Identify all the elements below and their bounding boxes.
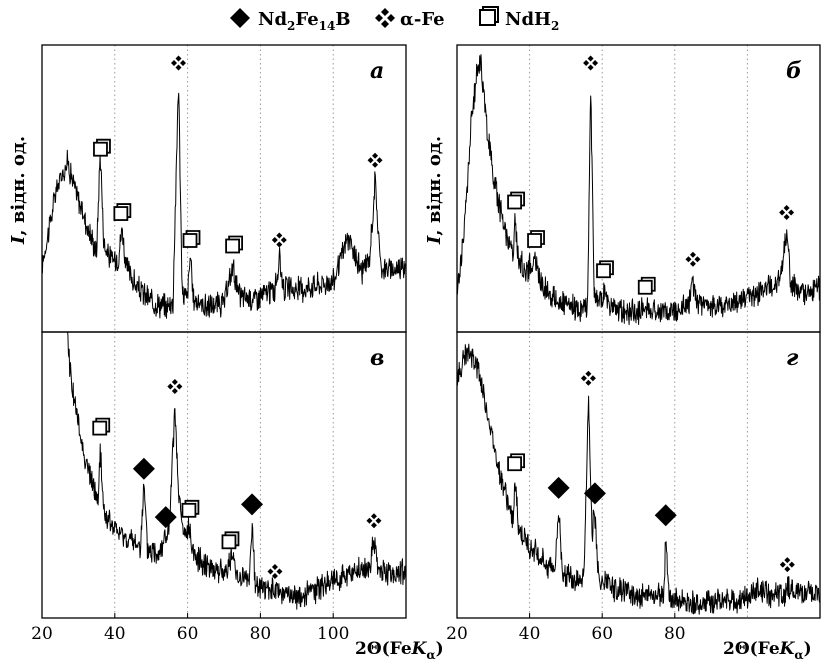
x-tick-label: 80 — [664, 624, 686, 644]
plot-frame — [41, 44, 407, 333]
nd2fe14b-peak-marker-icon — [547, 476, 570, 499]
diffraction-pattern-line — [41, 92, 407, 319]
diamond-marker-icon — [230, 8, 250, 28]
alpha-fe-peak-marker-icon — [167, 379, 183, 394]
alpha-fe-peak-marker-icon — [580, 370, 596, 386]
ndh2-peak-marker-icon — [527, 230, 545, 248]
ndh2-peak-marker-icon — [92, 417, 111, 436]
panel-letter: в — [370, 345, 384, 371]
diffraction-pattern-line — [456, 343, 820, 615]
plot-frame — [41, 331, 407, 619]
x-axis-label-left: 2Θ(FeKα) — [355, 639, 444, 659]
x-tick-label: 80 — [250, 624, 272, 644]
ndh2-peak-marker-icon — [181, 499, 200, 518]
y-axis-label-left: I, відн. од. — [8, 136, 29, 245]
legend-item-ndh2: NdH2 — [479, 6, 559, 33]
y-axis-label-right: I, відн. од. — [424, 136, 445, 245]
ndh2-peak-marker-icon — [182, 230, 201, 248]
alpha-fe-peak-marker-icon — [171, 55, 186, 71]
x-tick-label: 60 — [591, 624, 613, 644]
alpha-fe-peak-marker-icon — [779, 557, 795, 573]
diffraction-pattern-line — [67, 331, 407, 610]
x-tick-label: 40 — [519, 624, 541, 644]
ndh2-peak-marker-icon — [225, 235, 243, 254]
alpha-fe-peak-marker-icon — [779, 205, 795, 220]
diffraction-pattern-line — [456, 54, 821, 326]
nd2fe14b-peak-marker-icon — [132, 457, 155, 480]
x-tick-label: 40 — [104, 624, 126, 644]
ndh2-peak-marker-icon — [93, 138, 111, 157]
alpha-fe-peak-marker-icon — [685, 251, 701, 267]
panel-g: г 20 40 60 80 — [446, 331, 821, 644]
nd2fe14b-peak-marker-icon — [241, 493, 264, 516]
legend-label-nd2fe14b: Nd2Fe14B — [258, 9, 351, 33]
ndh2-peak-marker-icon — [507, 453, 525, 472]
alpha-fe-peak-marker-icon — [367, 152, 383, 168]
panel-letter: а — [370, 58, 384, 84]
alpha-fe-peak-marker-icon — [267, 563, 283, 579]
x-tick-label: 100 — [317, 624, 349, 644]
panel-b: б — [456, 44, 821, 333]
legend-item-nd2fe14b: Nd2Fe14B — [230, 8, 351, 33]
panel-letter: б — [786, 58, 802, 84]
legend-item-alpha-fe: α-Fe — [375, 8, 445, 30]
ndh2-peak-marker-icon — [221, 531, 240, 550]
legend-label-alpha-fe: α-Fe — [400, 9, 445, 30]
ndh2-peak-marker-icon — [637, 276, 656, 295]
panel-v: в 20 40 60 80 100 — [31, 331, 407, 644]
nd2fe14b-peak-marker-icon — [583, 482, 606, 505]
x-tick-label: 60 — [177, 624, 199, 644]
four-diamond-marker-icon — [375, 8, 395, 28]
panel-a: а — [41, 44, 407, 333]
panel-letter: г — [786, 345, 799, 371]
alpha-fe-peak-marker-icon — [366, 513, 382, 529]
x-axis-label-right: 2Θ(FeKα) — [723, 639, 812, 659]
ndh2-peak-marker-icon — [596, 260, 614, 279]
x-tick-label: 20 — [31, 624, 53, 644]
nd2fe14b-peak-marker-icon — [154, 506, 177, 529]
nd2fe14b-peak-marker-icon — [654, 504, 677, 527]
plot-frame — [456, 331, 821, 619]
ndh2-peak-marker-icon — [113, 203, 132, 221]
legend-label-ndh2: NdH2 — [505, 9, 559, 33]
square-marker-icon — [479, 6, 499, 26]
ndh2-peak-marker-icon — [507, 191, 525, 210]
x-tick-label: 20 — [446, 624, 468, 644]
alpha-fe-peak-marker-icon — [583, 55, 599, 71]
alpha-fe-peak-marker-icon — [271, 232, 287, 248]
legend: Nd2Fe14B α-Fe NdH2 — [230, 6, 559, 33]
